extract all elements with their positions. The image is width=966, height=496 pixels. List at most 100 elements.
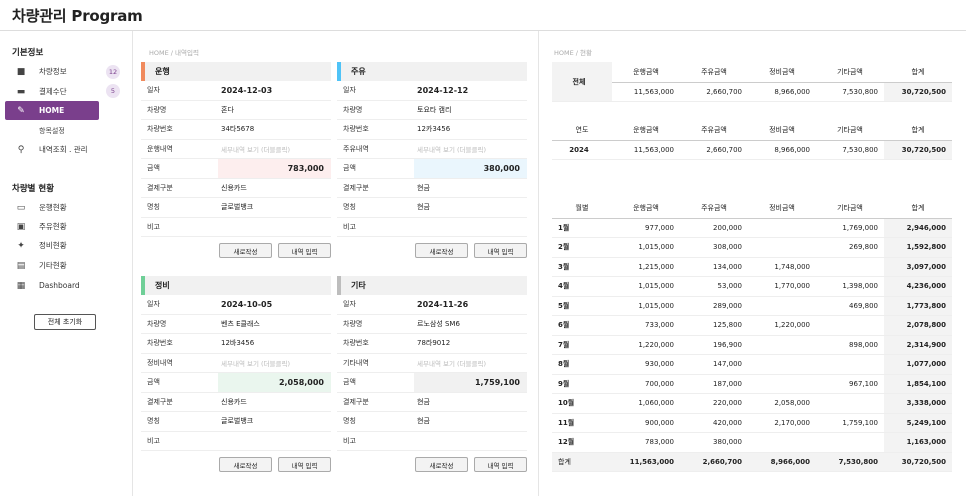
field-value[interactable]: 글로벌뱅크 [221, 203, 254, 212]
new-entry-button[interactable]: 새로작성 [415, 243, 468, 258]
field-label: 차량명 [147, 105, 167, 114]
table-cell: 1,854,100 [884, 374, 952, 394]
table-cell: 10월 [552, 393, 612, 414]
field-value[interactable]: 2024-11-26 [417, 299, 469, 309]
submit-entry-button[interactable]: 내역 입력 [278, 243, 331, 258]
sidebar-subitem-settings[interactable]: 항목설정 [39, 127, 65, 135]
sidebar-item-drive-status[interactable]: ▭ 운행현황 [5, 198, 99, 217]
table-cell: 11월 [552, 413, 612, 433]
table-cell: 3월 [552, 257, 612, 277]
form-row: 비고 [141, 432, 331, 451]
field-value[interactable] [218, 218, 331, 237]
field-value[interactable]: 1,759,100 [414, 373, 527, 392]
section-vehicle-status: 차량별 현황 [12, 184, 55, 194]
table-cell: 8,966,000 [748, 82, 816, 102]
bus-icon: ■ [16, 66, 26, 77]
field-value[interactable]: 르노삼성 SM6 [417, 319, 460, 328]
field-value[interactable]: 현금 [417, 203, 430, 212]
table-cell [748, 237, 816, 258]
submit-entry-button[interactable]: 내역 입력 [474, 243, 527, 258]
field-value[interactable]: 783,000 [218, 159, 331, 178]
field-value[interactable]: 현금 [417, 417, 430, 426]
table-cell: 1,015,000 [612, 276, 680, 297]
field-value[interactable]: 현금 [417, 397, 430, 406]
new-entry-button[interactable]: 새로작성 [219, 243, 272, 258]
column-header: 운행금액 [612, 62, 680, 83]
submit-entry-button[interactable]: 내역 입력 [474, 457, 527, 472]
field-label: 정비내역 [147, 358, 173, 367]
table-cell [748, 218, 816, 238]
field-value[interactable]: 혼다 [221, 105, 234, 114]
field-value[interactable]: 세부내역 보기 (더블클릭) [221, 145, 291, 154]
table-cell: 1,060,000 [612, 393, 680, 414]
field-value[interactable]: 세부내역 보기 (더블클릭) [221, 359, 291, 368]
sidebar-item-fuel-status[interactable]: ▣ 주유현황 [5, 217, 99, 236]
field-value[interactable]: 신용카드 [221, 397, 247, 406]
table-cell: 967,100 [816, 374, 884, 394]
table-cell: 125,800 [680, 315, 748, 336]
yearly-summary-table: 연도 운행금액 주유금액 정비금액 기타금액 합계 2024 11,563,000 2,660,… [552, 120, 952, 160]
table-cell [748, 374, 816, 394]
sidebar-item-label: 결제수단 [39, 87, 67, 96]
column-header: 정비금액 [748, 120, 816, 141]
field-value[interactable] [218, 432, 331, 451]
table-cell: 4,236,000 [884, 276, 952, 297]
new-entry-button[interactable]: 새로작성 [219, 457, 272, 472]
field-value[interactable]: 2024-12-03 [221, 85, 273, 95]
field-value[interactable]: 세부내역 보기 (더블클릭) [417, 145, 487, 154]
field-value[interactable]: 380,000 [414, 159, 527, 178]
field-value[interactable]: 신용카드 [221, 183, 247, 192]
field-value[interactable]: 2,058,000 [218, 373, 331, 392]
reset-all-button[interactable]: 전체 초기화 [34, 314, 96, 330]
table-cell [816, 257, 884, 277]
column-header: 주유금액 [680, 120, 748, 141]
form-row: 차량번호 12바3456 [141, 334, 331, 354]
field-value[interactable]: 12바3456 [221, 339, 255, 348]
field-value[interactable] [414, 218, 527, 237]
sidebar-item-vehicles[interactable]: ■ 차량정보 [5, 62, 99, 81]
table-cell: 2,078,800 [884, 315, 952, 336]
sidebar-item-home[interactable]: ✎ HOME [5, 101, 99, 120]
submit-entry-button[interactable]: 내역 입력 [278, 457, 331, 472]
table-cell: 7,530,800 [816, 452, 884, 472]
field-label: 명칭 [147, 417, 160, 426]
card-title: 정비 [141, 276, 331, 295]
field-value[interactable]: 글로벌뱅크 [221, 417, 254, 426]
field-value[interactable]: 12카3456 [417, 125, 451, 134]
sidebar-item-label: 주유현황 [39, 222, 67, 231]
table-cell [748, 296, 816, 316]
field-value[interactable]: 2024-10-05 [221, 299, 273, 309]
field-value[interactable]: 2024-12-12 [417, 85, 469, 95]
field-value[interactable]: 현금 [417, 183, 430, 192]
field-label: 차량번호 [343, 339, 369, 348]
table-sum-row: 합계 11,563,000 2,660,700 8,966,000 7,530,800 3… [552, 452, 952, 472]
table-cell: 3,097,000 [884, 257, 952, 277]
field-value[interactable]: 세부내역 보기 (더블클릭) [417, 359, 487, 368]
new-entry-button[interactable]: 새로작성 [415, 457, 468, 472]
table-cell: 11,563,000 [612, 452, 680, 472]
sidebar-item-etc-status[interactable]: ▤ 기타현황 [5, 256, 99, 275]
sidebar-item-payment[interactable]: ▬ 결제수단 [5, 82, 99, 101]
sidebar-item-dashboard[interactable]: ▦ Dashboard [5, 276, 99, 295]
table-cell: 7월 [552, 335, 612, 355]
table-cell: 134,000 [680, 257, 748, 277]
table-cell: 7,530,800 [816, 140, 884, 160]
field-value[interactable]: 벤츠 E클래스 [221, 319, 260, 328]
field-label: 결제구분 [147, 183, 173, 192]
sidebar-item-repair-status[interactable]: ✦ 정비현황 [5, 236, 99, 255]
field-value[interactable]: 34타5678 [221, 125, 255, 134]
sidebar-item-label: 정비현황 [39, 241, 67, 250]
table-cell: 전체 [552, 62, 612, 102]
field-value[interactable]: 토요타 캠리 [417, 105, 452, 114]
field-value[interactable]: 78라9012 [417, 339, 451, 348]
field-label: 차량명 [343, 319, 363, 328]
table-cell: 8,966,000 [748, 140, 816, 160]
column-header: 기타금액 [816, 120, 884, 141]
card-actions: 새로작성 내역 입력 [337, 243, 527, 258]
form-row: 정비내역 세부내역 보기 (더블클릭) [141, 354, 331, 373]
table-cell: 5월 [552, 296, 612, 316]
field-value[interactable] [414, 432, 527, 451]
sidebar-item-search[interactable]: ⚲ 내역조회 . 관리 [5, 140, 99, 159]
table-cell: 2,660,700 [680, 82, 748, 102]
table-cell: 7,530,800 [816, 82, 884, 102]
